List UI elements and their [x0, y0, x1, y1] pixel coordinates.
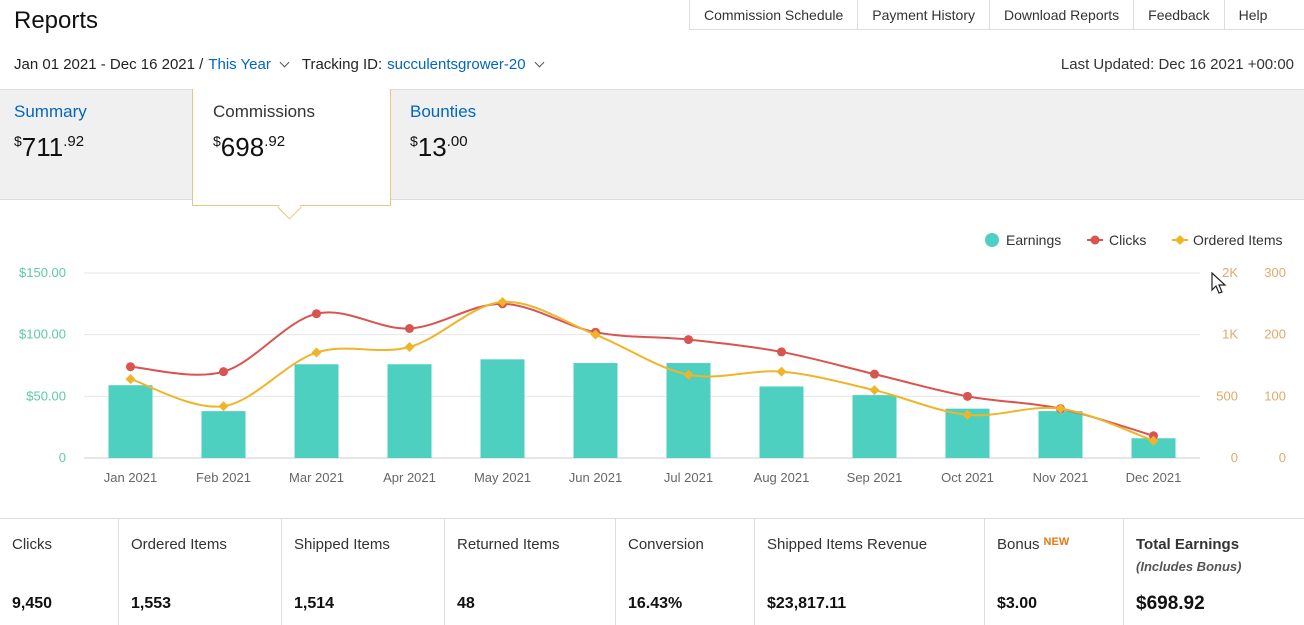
- stat-returned-items: Returned Items 48: [445, 519, 616, 625]
- earnings-bar: [852, 395, 897, 458]
- clicks-point: [126, 362, 135, 372]
- y-left-tick-label: $50.00: [26, 388, 66, 403]
- filter-row: Jan 01 2021 - Dec 16 2021 / This Year Tr…: [14, 56, 553, 73]
- ordered-items-point: [218, 401, 229, 412]
- last-updated: Last Updated: Dec 16 2021 +00:00: [1060, 56, 1294, 73]
- clicks-point: [219, 367, 228, 377]
- tab-commissions-label: Commissions: [213, 102, 316, 121]
- tracking-id-label: Tracking ID:: [301, 56, 383, 73]
- earnings-bar: [387, 364, 432, 458]
- ordered-items-point: [1148, 435, 1159, 446]
- earnings-chart: 0 $50.00 $100.00 $150.00 0 500 1K 2K 0 100 200 300 J…: [0, 210, 1304, 510]
- legend-clicks-marker: [1090, 235, 1100, 245]
- y-right-items-tick-label: 100: [1264, 388, 1286, 403]
- stat-conversion: Conversion 16.43%: [616, 519, 755, 625]
- x-tick-label: Jul 2021: [664, 470, 713, 485]
- earnings-bar: [1131, 438, 1176, 458]
- download-reports-button[interactable]: Download Reports: [990, 0, 1135, 29]
- payment-history-button[interactable]: Payment History: [858, 0, 990, 29]
- y-right-items-tick-label: 200: [1264, 327, 1286, 342]
- y-right-clicks-tick-label: 1K: [1222, 327, 1238, 342]
- period-dropdown[interactable]: This Year: [208, 56, 271, 73]
- tab-summary-value: $711.92: [14, 132, 85, 162]
- ordered-items-line: [130, 300, 1154, 442]
- tracking-id-dropdown[interactable]: succulentsgrower-20: [387, 56, 526, 73]
- x-tick-label: Jan 2021: [104, 470, 158, 485]
- x-tick-label: Dec 2021: [1126, 470, 1182, 485]
- x-tick-label: Oct 2021: [941, 470, 994, 485]
- tab-commissions[interactable]: Commissions $698.92: [192, 89, 391, 206]
- ordered-items-point: [125, 374, 136, 385]
- stat-bonus: Bonus NEW $3.00: [985, 519, 1124, 625]
- ordered-items-point: [869, 385, 880, 396]
- earnings-bar: [294, 364, 339, 458]
- tab-bounties-label: Bounties: [410, 102, 477, 121]
- y-left-tick-label: $100.00: [19, 327, 66, 342]
- y-right-clicks-tick-label: 0: [1231, 450, 1238, 465]
- ordered-items-point: [1055, 403, 1066, 414]
- chevron-down-icon[interactable]: [534, 57, 545, 68]
- clicks-point: [777, 347, 786, 357]
- page-title: Reports: [14, 7, 99, 34]
- feedback-button[interactable]: Feedback: [1134, 0, 1225, 29]
- clicks-point: [963, 391, 972, 401]
- x-tick-label: Sep 2021: [847, 470, 903, 485]
- chart-svg: 0 $50.00 $100.00 $150.00 0 500 1K 2K 0 100 200 300 J…: [19, 232, 1286, 485]
- clicks-point: [405, 324, 414, 333]
- tab-commissions-value: $698.92: [213, 132, 286, 162]
- help-button[interactable]: Help: [1238, 6, 1268, 23]
- legend-earnings-marker: [985, 233, 999, 247]
- earnings-bar: [573, 363, 618, 458]
- y-right-items-tick-label: 0: [1279, 450, 1286, 465]
- x-tick-label: May 2021: [474, 470, 531, 485]
- x-tick-label: Feb 2021: [196, 470, 251, 485]
- x-tick-label: Jun 2021: [569, 470, 623, 485]
- legend-ordered-items-label: Ordered Items: [1193, 232, 1282, 248]
- commission-schedule-button[interactable]: Commission Schedule: [690, 0, 859, 29]
- top-navigation: Commission Schedule Payment History Down…: [689, 0, 1304, 30]
- earnings-bar: [1038, 411, 1083, 458]
- chevron-down-icon[interactable]: [279, 57, 290, 68]
- stats-bar: Clicks 9,450 Ordered Items 1,553 Shipped…: [0, 518, 1304, 625]
- stat-shipped-items-revenue: Shipped Items Revenue $23,817.11: [755, 519, 985, 625]
- y-right-items-tick-label: 300: [1264, 265, 1286, 280]
- y-left-tick-label: $150.00: [19, 265, 66, 280]
- legend-ordered-items-marker: [1175, 235, 1185, 245]
- mouse-cursor-icon: [1211, 272, 1227, 294]
- y-left-tick-label: 0: [59, 450, 66, 465]
- legend-clicks-label: Clicks: [1109, 232, 1146, 248]
- x-tick-label: Nov 2021: [1033, 470, 1089, 485]
- ordered-items-point: [683, 369, 694, 380]
- earnings-bar: [759, 386, 804, 458]
- x-tick-label: Apr 2021: [383, 470, 436, 485]
- tab-bounties[interactable]: Bounties $13.00: [396, 89, 596, 200]
- ordered-items-point: [497, 296, 508, 307]
- earnings-bar: [201, 411, 246, 458]
- x-tick-label: Aug 2021: [754, 470, 810, 485]
- clicks-point: [312, 309, 321, 319]
- stat-total-earnings: Total Earnings (Includes Bonus) $698.92: [1136, 536, 1242, 614]
- stat-clicks: Clicks 9,450: [0, 519, 119, 625]
- clicks-point: [870, 369, 879, 379]
- y-right-clicks-tick-label: 2K: [1222, 265, 1238, 280]
- date-range: Jan 01 2021 - Dec 16 2021 /: [14, 56, 204, 73]
- clicks-point: [684, 335, 693, 345]
- legend-earnings-label: Earnings: [1006, 232, 1061, 248]
- ordered-items-point: [962, 409, 973, 420]
- tab-summary[interactable]: Summary $711.92: [0, 89, 192, 200]
- new-badge: NEW: [1043, 536, 1070, 548]
- stat-ordered-items: Ordered Items 1,553: [119, 519, 282, 625]
- earnings-bar: [108, 385, 153, 458]
- ordered-items-point: [311, 347, 322, 358]
- ordered-items-point: [404, 342, 415, 352]
- tab-summary-label: Summary: [14, 102, 87, 121]
- tab-bounties-value: $13.00: [410, 132, 468, 162]
- x-tick-label: Mar 2021: [289, 470, 344, 485]
- y-right-clicks-tick-label: 500: [1216, 388, 1238, 403]
- earnings-bar: [480, 359, 525, 458]
- ordered-items-point: [776, 366, 787, 377]
- stat-shipped-items: Shipped Items 1,514: [282, 519, 445, 625]
